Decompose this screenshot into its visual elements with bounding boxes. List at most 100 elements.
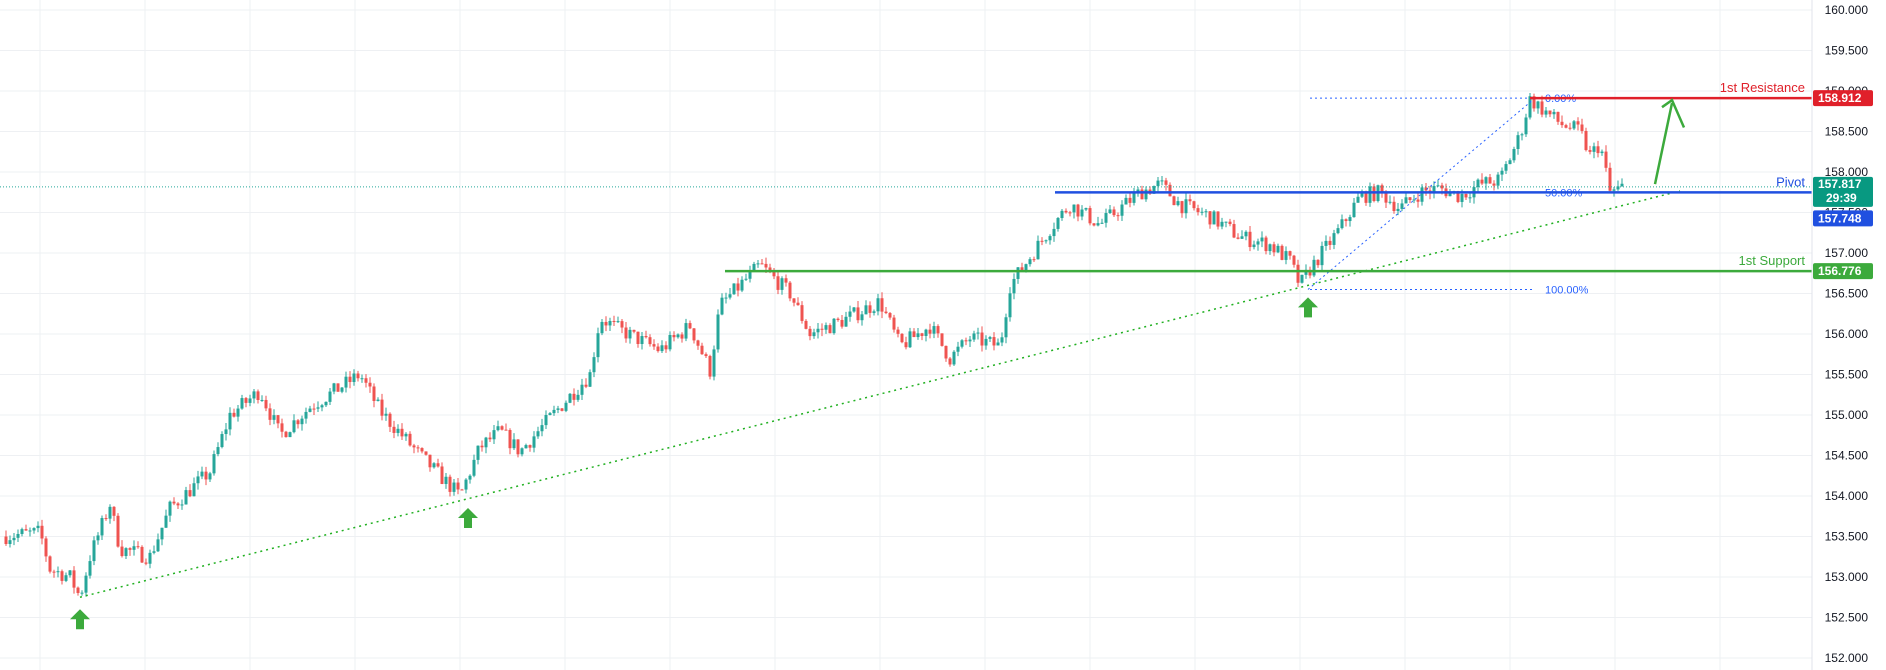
candle-body	[556, 408, 560, 410]
candle-body	[1360, 192, 1364, 197]
y-tick-label: 155.000	[1825, 408, 1869, 422]
candle-body	[172, 501, 176, 504]
y-tick-label: 160.000	[1825, 3, 1869, 17]
candle-body	[392, 426, 396, 433]
candle-body	[1060, 210, 1064, 219]
candle-body	[1292, 255, 1296, 265]
candle-body	[732, 283, 736, 295]
candle-body	[1140, 189, 1144, 200]
candle-body	[740, 279, 744, 291]
candle-body	[992, 337, 996, 346]
candle-body	[752, 263, 756, 271]
candle-body	[1064, 210, 1068, 213]
candle-body	[484, 437, 488, 448]
candle-body	[100, 518, 104, 536]
y-tick-label: 153.500	[1825, 530, 1869, 544]
candle-body	[336, 383, 340, 392]
candle-body	[924, 329, 928, 336]
candle-body	[136, 546, 140, 548]
candle-body	[276, 415, 280, 424]
candle-body	[1152, 186, 1156, 194]
candle-body	[164, 515, 168, 528]
candle-body	[932, 326, 936, 334]
candle-body	[52, 571, 56, 573]
pivot-badge-text: 157.748	[1818, 211, 1862, 225]
candle-body	[948, 358, 952, 365]
candle-body	[1220, 221, 1224, 227]
candle-body	[840, 319, 844, 327]
candle-body	[1316, 259, 1320, 266]
y-tick-label: 159.500	[1825, 44, 1869, 58]
candle-body	[1056, 218, 1060, 229]
y-tick-label: 158.000	[1825, 165, 1869, 179]
candle-body	[128, 548, 132, 550]
candle-body	[268, 408, 272, 420]
candle-body	[1528, 96, 1532, 118]
candle-body	[1448, 191, 1452, 197]
candle-body	[32, 528, 36, 531]
candle-body	[1440, 185, 1444, 189]
candle-body	[640, 336, 644, 344]
candle-body	[1284, 251, 1288, 260]
candle-body	[680, 334, 684, 339]
candle-body	[1480, 179, 1484, 184]
candle-body	[248, 398, 252, 403]
candle-body	[1100, 222, 1104, 224]
candle-body	[564, 402, 568, 411]
price-axis[interactable]: 152.000 152.500 153.000 153.500 154.000 154.5…	[1811, 0, 1873, 670]
candle-body	[1252, 244, 1256, 248]
candle-body	[608, 320, 612, 326]
candle-body	[1048, 236, 1052, 241]
candle-body	[1104, 213, 1108, 223]
candle-body	[572, 393, 576, 400]
candle-body	[244, 398, 248, 403]
candle-body	[664, 345, 668, 350]
candle-body	[1500, 170, 1504, 175]
candle-body	[1196, 208, 1200, 213]
candle-body	[860, 314, 864, 321]
projection-arrowhead-icon	[1661, 98, 1686, 128]
candle-body	[1044, 240, 1048, 242]
candle-body	[424, 451, 428, 455]
candle-body	[356, 373, 360, 379]
candle-body	[1476, 179, 1480, 188]
candle-body	[204, 471, 208, 480]
candle-body	[684, 323, 688, 339]
candle-body	[404, 433, 408, 437]
candle-body	[216, 447, 220, 455]
fib-level-label: 100.00%	[1545, 284, 1589, 296]
candle-body	[440, 466, 444, 484]
candle-body	[1308, 269, 1312, 276]
candle-body	[1024, 264, 1028, 271]
candle-body	[512, 439, 516, 449]
candle-body	[1204, 211, 1208, 213]
candle-body	[184, 490, 188, 505]
candle-body	[736, 283, 740, 291]
candle-body	[156, 539, 160, 552]
candle-body	[1468, 197, 1472, 199]
candle-body	[416, 447, 420, 449]
candle-body	[1540, 101, 1544, 115]
candle-body	[656, 346, 660, 352]
candle-body	[728, 294, 732, 298]
candle-body	[488, 437, 492, 440]
countdown-badge-text: 29:39	[1826, 191, 1857, 205]
candle-body	[444, 476, 448, 484]
candle-body	[820, 328, 824, 330]
candle-body	[160, 527, 164, 540]
candle-body	[704, 354, 708, 357]
candle-body	[20, 529, 24, 534]
candle-body	[780, 278, 784, 290]
candle-body	[60, 571, 64, 581]
trendline	[79, 190, 1681, 598]
candle-body	[1160, 180, 1164, 182]
candle-body	[972, 333, 976, 340]
candle-body	[668, 335, 672, 350]
candle-body	[1340, 219, 1344, 229]
candle-body	[92, 540, 96, 562]
candle-body	[968, 339, 972, 342]
candle-body	[192, 483, 196, 497]
candle-body	[1560, 121, 1564, 126]
candle-body	[348, 376, 352, 383]
